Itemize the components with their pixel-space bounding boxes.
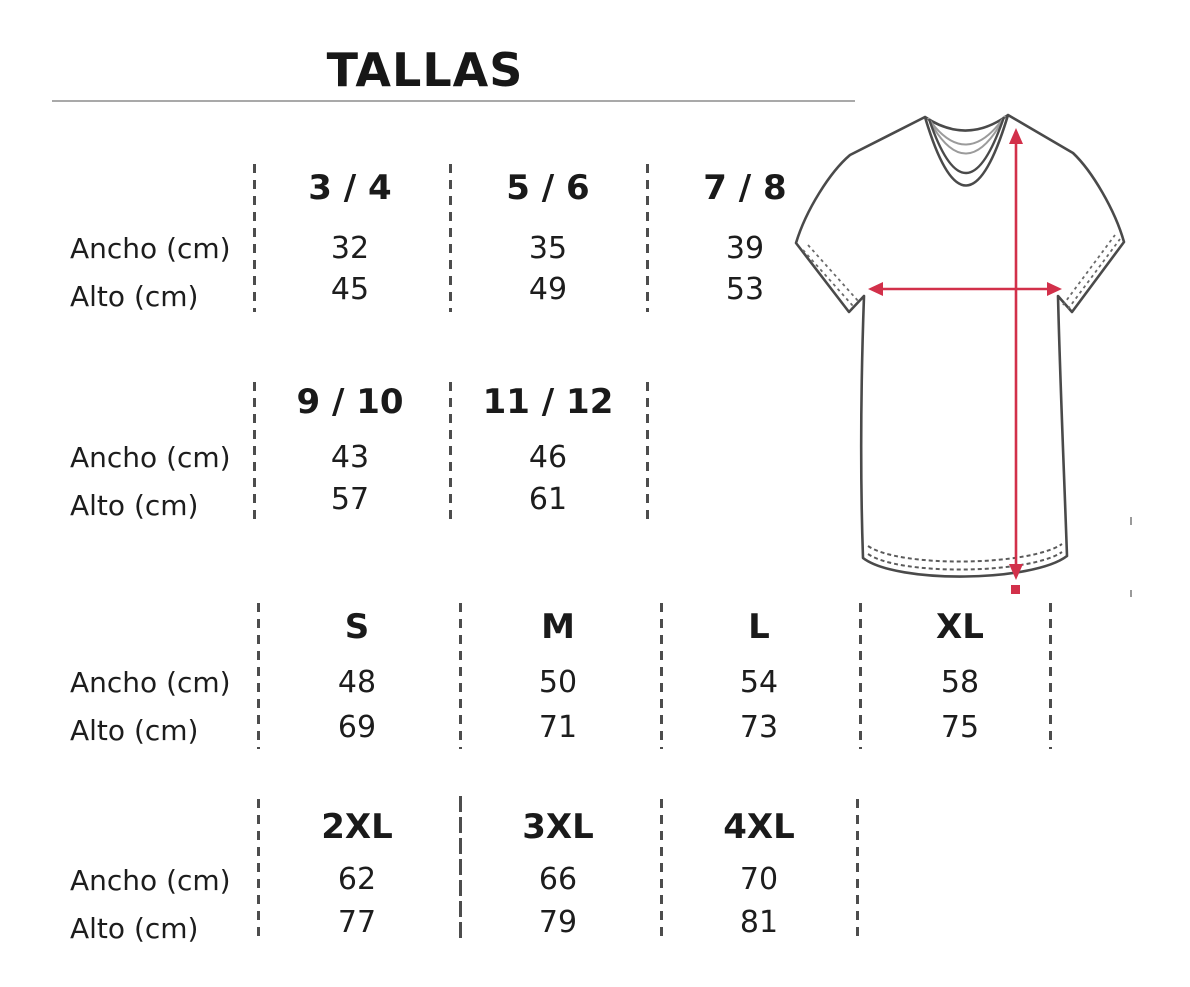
alto-value: 73	[739, 710, 779, 745]
size-header: 11 / 12	[482, 382, 614, 422]
row-label-ancho: Ancho (cm)	[70, 666, 231, 699]
tshirt-diagram	[770, 88, 1145, 605]
ancho-value: 62	[337, 862, 377, 897]
column-divider	[660, 799, 663, 941]
size-header: 3 / 4	[308, 168, 392, 208]
column-divider	[859, 603, 862, 749]
tshirt-icon	[794, 113, 1132, 597]
ancho-value: 35	[528, 231, 568, 266]
alto-value: 79	[538, 905, 578, 940]
height-arrow-icon	[1009, 128, 1023, 594]
alto-value: 53	[725, 272, 765, 307]
size-header: 4XL	[723, 807, 795, 847]
alto-value: 81	[739, 905, 779, 940]
ancho-value: 66	[538, 862, 578, 897]
size-header: 5 / 6	[506, 168, 590, 208]
ancho-value: 70	[739, 862, 779, 897]
size-header: 7 / 8	[703, 168, 787, 208]
page-title: TALLAS	[326, 43, 524, 97]
column-divider	[257, 603, 260, 749]
alto-value: 77	[337, 905, 377, 940]
row-label-ancho: Ancho (cm)	[70, 441, 231, 474]
alto-value: 71	[538, 710, 578, 745]
row-label-alto: Alto (cm)	[70, 912, 199, 945]
ancho-value: 54	[739, 665, 779, 700]
alto-value: 45	[330, 272, 370, 307]
column-divider	[449, 382, 452, 520]
size-header: L	[748, 607, 770, 647]
size-header: 9 / 10	[296, 382, 404, 422]
alto-value: 49	[528, 272, 568, 307]
row-label-ancho: Ancho (cm)	[70, 864, 231, 897]
size-header: XL	[936, 607, 984, 647]
column-divider	[1049, 603, 1052, 749]
size-header: M	[541, 607, 575, 647]
ancho-value: 50	[538, 665, 578, 700]
column-divider	[646, 382, 649, 520]
ancho-value: 58	[940, 665, 980, 700]
column-divider	[253, 164, 256, 312]
row-label-ancho: Ancho (cm)	[70, 232, 231, 265]
column-divider	[257, 799, 260, 941]
alto-value: 61	[528, 482, 568, 517]
column-divider	[646, 164, 649, 312]
column-divider	[856, 799, 859, 941]
width-arrow-icon	[868, 282, 1062, 296]
column-divider	[459, 796, 462, 942]
ancho-value: 46	[528, 440, 568, 475]
alto-value: 69	[337, 710, 377, 745]
size-header: S	[344, 607, 370, 647]
column-divider	[253, 382, 256, 520]
row-label-alto: Alto (cm)	[70, 714, 199, 747]
alto-value: 57	[330, 482, 370, 517]
size-header: 3XL	[522, 807, 594, 847]
alto-value: 75	[940, 710, 980, 745]
row-label-alto: Alto (cm)	[70, 489, 199, 522]
title-divider	[52, 100, 855, 102]
ancho-value: 43	[330, 440, 370, 475]
row-label-alto: Alto (cm)	[70, 280, 199, 313]
column-divider	[449, 164, 452, 312]
column-divider	[660, 603, 663, 749]
ancho-value: 39	[725, 231, 765, 266]
column-divider	[459, 603, 462, 749]
size-header: 2XL	[321, 807, 393, 847]
ancho-value: 32	[330, 231, 370, 266]
ancho-value: 48	[337, 665, 377, 700]
